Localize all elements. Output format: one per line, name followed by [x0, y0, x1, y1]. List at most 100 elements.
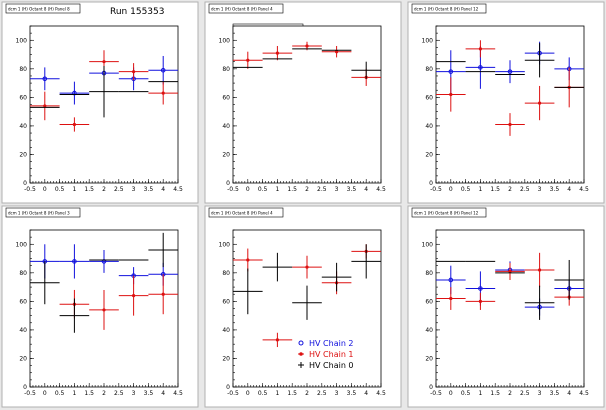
legend-label: HV Chain 2 — [309, 339, 354, 348]
y-tick-label: 40 — [425, 123, 433, 130]
x-tick-label: 1 — [72, 186, 76, 193]
x-tick-label: -0.5 — [24, 390, 36, 397]
x-tick-label: 2.5 — [114, 390, 124, 397]
data-point — [351, 61, 381, 79]
legend-entry-chain1: HV Chain 1 — [298, 350, 354, 359]
panel-5: dcm 1 (H) Octant 8 (H) Panel 4-0.5 0 0.5 1 1… — [204, 205, 402, 408]
x-tick-label: 0 — [43, 390, 47, 397]
x-tick-label: 1 — [478, 186, 482, 193]
x-tick-label: 4 — [161, 390, 165, 397]
x-tick-label: -0.5 — [24, 186, 36, 193]
marker-circle — [42, 76, 48, 82]
data-point — [524, 85, 555, 121]
panel-2: dcm 1 (H) Octant 8 (H) Panel 4NORTH HORI… — [204, 1, 402, 204]
data-point — [118, 275, 149, 316]
legend: HV Chain 2 HV Chain 1 HV Chain 0 — [298, 339, 354, 370]
x-tick-label: 1.5 — [84, 390, 94, 397]
data-point — [262, 332, 293, 348]
x-tick-label: 0 — [246, 390, 250, 397]
x-tick-label: 3.5 — [550, 186, 560, 193]
x-tick-label: 0 — [449, 390, 453, 397]
x-tick-label: 2 — [102, 186, 106, 193]
y-tick-label: 60 — [19, 94, 27, 101]
y-tick-label: 80 — [19, 66, 27, 73]
x-tick-label: 3 — [132, 390, 136, 397]
data-point — [292, 255, 322, 279]
data-point — [321, 262, 352, 292]
marker-star — [275, 338, 279, 342]
marker-circle — [160, 67, 166, 73]
series-chain1 — [233, 41, 381, 86]
x-tick-label: 1.5 — [490, 390, 500, 397]
plot-frame — [232, 25, 382, 184]
marker-circle — [448, 69, 454, 74]
series-chain0 — [30, 65, 178, 118]
panel-title-frame — [208, 3, 284, 14]
y-tick-label: 60 — [19, 298, 27, 305]
legend-label: HV Chain 0 — [309, 361, 354, 370]
x-tick-label: 4.5 — [579, 186, 589, 193]
series-chain1 — [436, 252, 584, 310]
data-point — [148, 232, 178, 268]
legend-entry-chain2: HV Chain 2 — [298, 339, 354, 348]
y-tick-label: 40 — [222, 327, 230, 334]
y-tick-label: 0 — [429, 180, 433, 187]
data-point — [524, 252, 555, 288]
y-tick-label: 100 — [16, 241, 28, 248]
x-tick-label: 1.5 — [84, 186, 94, 193]
x-tick-label: 0.5 — [55, 186, 65, 193]
x-tick-label: 4 — [161, 186, 165, 193]
x-tick-label: 1 — [72, 390, 76, 397]
x-tick-label: 2 — [102, 390, 106, 397]
marker-circle — [478, 65, 483, 70]
marker-star — [132, 294, 136, 298]
data-point — [465, 292, 496, 310]
data-point — [495, 60, 525, 84]
panel-title-box: dcm 1 (H) Octant 8 (H) Panel 12 — [411, 207, 487, 218]
y-tick-label: 40 — [425, 327, 433, 334]
x-tick-label: 3.5 — [347, 390, 357, 397]
data-point — [524, 285, 555, 320]
y-tick-label: 80 — [425, 270, 433, 277]
x-tick-label: 4.5 — [579, 390, 589, 397]
panel-title-box: dcm 1 (H) Octant 8 (H) Panel 4 — [208, 207, 284, 218]
marker-star — [132, 70, 136, 74]
marker-star — [102, 308, 106, 312]
x-tick-label: 2 — [508, 186, 512, 193]
marker-star — [102, 60, 106, 64]
marker-star — [43, 104, 47, 108]
x-tick-label: 4.5 — [173, 186, 183, 193]
x-tick-label: 1 — [478, 390, 482, 397]
series-chain0 — [30, 232, 178, 333]
x-tick-label: 1.5 — [287, 390, 297, 397]
data-point — [233, 51, 263, 69]
x-tick-label: 2.5 — [317, 186, 327, 193]
data-point — [262, 252, 293, 282]
series-chain0 — [233, 48, 381, 79]
marker-star — [508, 269, 512, 273]
x-tick-label: 2.5 — [520, 390, 530, 397]
x-tick-label: 3 — [335, 186, 339, 193]
data-point — [59, 244, 90, 279]
y-tick-label: 60 — [425, 298, 433, 305]
x-tick-label: 1 — [275, 186, 279, 193]
y-tick-label: 0 — [226, 384, 230, 391]
data-point — [321, 45, 352, 58]
data-point — [89, 65, 119, 118]
plot-frame — [435, 25, 585, 184]
panel-title: dcm 1 (H) Octant 8 (H) Panel 4 — [211, 7, 273, 12]
x-tick-label: 0 — [449, 186, 453, 193]
y-tick-label: 40 — [19, 123, 27, 130]
x-tick-label: 2 — [305, 186, 309, 193]
panel-title-box: dcm 1 (H) Octant 8 (H) Panel 3 — [5, 207, 81, 218]
data-point — [148, 274, 178, 315]
x-tick-label: 3 — [132, 186, 136, 193]
x-tick-label: 0 — [246, 186, 250, 193]
x-tick-label: 2.5 — [317, 390, 327, 397]
data-point — [495, 262, 525, 280]
x-tick-label: 4 — [364, 186, 368, 193]
x-tick-label: 4 — [567, 390, 571, 397]
x-tick-label: 2.5 — [114, 186, 124, 193]
marker-star — [246, 58, 250, 62]
data-point — [89, 289, 119, 330]
